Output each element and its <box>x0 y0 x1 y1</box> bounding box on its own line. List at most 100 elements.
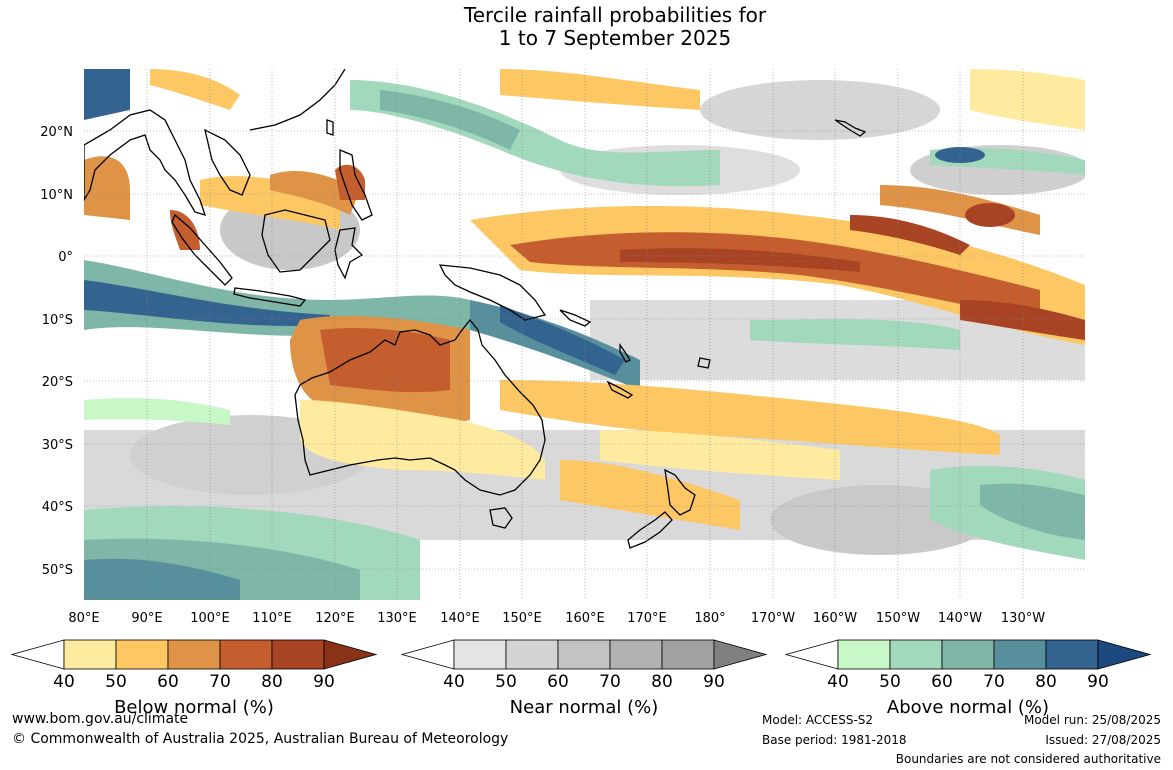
lat-label-30s: 30°S <box>42 438 73 453</box>
colorbar-below-normal-segment <box>271 639 325 670</box>
footer-url: www.bom.gov.au/climate <box>12 711 189 727</box>
lon-label-150e: 150°E <box>502 611 542 626</box>
lon-label-120e: 120°E <box>315 611 355 626</box>
colorbar-near-normal-segment <box>505 639 559 670</box>
map-panel <box>84 69 1085 600</box>
colorbar-above-normal-low-extension <box>784 639 839 670</box>
colorbar-near-normal-segment <box>453 639 507 670</box>
colorbar-near-normal-high-extension <box>713 639 768 670</box>
lon-label-130e: 130°E <box>377 611 417 626</box>
lon-label-140e: 140°E <box>440 611 480 626</box>
lat-label-0: 0° <box>58 250 73 265</box>
lon-label-110e: 110°E <box>252 611 292 626</box>
footer-disclaimer: Boundaries are not considered authoritat… <box>895 752 1161 766</box>
colorbar-below-normal-tick-label: 40 <box>53 672 75 692</box>
colorbar-below-normal-tick-label: 50 <box>105 672 127 692</box>
colorbar-below-normal-high-extension <box>323 639 378 670</box>
colorbar-above-normal-high-extension <box>1097 639 1152 670</box>
philippines-coastline <box>339 149 373 221</box>
new-zealand-coastline <box>627 468 696 549</box>
lon-label-140w: 140°W <box>938 611 982 626</box>
southeast-asia-coastline <box>84 109 207 216</box>
below-normal-regions <box>84 69 1085 530</box>
australia-coastline <box>294 318 546 496</box>
colorbar-below-normal-segment <box>63 639 117 670</box>
colorbar-near-normal-tick-label: 80 <box>651 672 673 692</box>
colorbar-legends: Below normal (%) 40 50 60 70 80 90 Near norma… <box>10 639 1152 718</box>
footer-model: Model: ACCESS-S2 <box>762 713 874 727</box>
colorbar-near-normal-segment <box>609 639 663 670</box>
colorbar-near-normal: Near normal (%) 40 50 60 70 80 90 <box>400 639 768 718</box>
latitude-labels: 20°N 10°N 0° 10°S 20°S 30°S 40°S 50°S <box>40 125 73 578</box>
title-line-1: Tercile rainfall probabilities for <box>463 3 767 27</box>
footer-issued: Issued: 27/08/2025 <box>1045 733 1161 747</box>
taiwan-coastline <box>326 119 334 136</box>
footer-model-run: Model run: 25/08/2025 <box>1023 713 1161 727</box>
chart-title: Tercile rainfall probabilities for 1 to … <box>0 4 1173 50</box>
colorbar-above-normal-segment <box>1045 639 1099 670</box>
colorbar-near-normal-segment <box>661 639 715 670</box>
colorbar-near-normal-low-extension <box>400 639 455 670</box>
lon-label-170e: 170°E <box>627 611 667 626</box>
longitude-labels: 80°E 90°E 100°E 110°E 120°E 130°E 140°E … <box>68 611 1045 626</box>
colorbar-near-normal-title: Near normal (%) <box>510 697 659 718</box>
colorbar-below-normal-segment <box>219 639 273 670</box>
colorbar-above-normal-tick-label: 70 <box>983 672 1005 692</box>
colorbar-above-normal-title: Above normal (%) <box>887 697 1049 718</box>
lon-label-170w: 170°W <box>751 611 795 626</box>
new-caledonia-coastline <box>606 380 634 399</box>
colorbar-below-normal-tick-label: 80 <box>261 672 283 692</box>
colorbar-below-normal-tick-label: 60 <box>157 672 179 692</box>
lat-label-10s: 10°S <box>42 313 73 328</box>
sumatra-coastline <box>171 213 233 286</box>
colorbar-below-normal-segment <box>115 639 169 670</box>
colorbar-near-normal-tick-label: 90 <box>703 672 725 692</box>
lon-label-80e: 80°E <box>68 611 99 626</box>
lon-label-100e: 100°E <box>190 611 230 626</box>
colorbar-above-normal-segment <box>993 639 1047 670</box>
sulawesi-coastline <box>334 227 364 280</box>
lon-label-160w: 160°W <box>813 611 857 626</box>
colorbar-near-normal-segment <box>557 639 611 670</box>
colorbar-below-normal-tick-label: 90 <box>313 672 335 692</box>
colorbar-near-normal-tick-label: 60 <box>547 672 569 692</box>
lat-label-20n: 20°N <box>40 125 73 140</box>
colorbar-below-normal-tick-label: 70 <box>209 672 231 692</box>
colorbar-above-normal-segment <box>941 639 995 670</box>
colorbar-below-normal: Below normal (%) 40 50 60 70 80 90 <box>10 639 378 718</box>
footer-copyright: © Commonwealth of Australia 2025, Austra… <box>12 731 509 747</box>
vanuatu-coastline <box>619 342 631 363</box>
indochina-coastline <box>204 128 251 196</box>
java-coastline <box>233 287 307 307</box>
borneo-coastline <box>261 209 331 273</box>
colorbar-above-normal-tick-label: 90 <box>1087 672 1109 692</box>
colorbar-near-normal-tick-label: 50 <box>495 672 517 692</box>
lon-label-130w: 130°W <box>1001 611 1045 626</box>
coastlines <box>84 69 867 549</box>
map-gridlines <box>84 69 1085 600</box>
colorbar-above-normal-tick-label: 60 <box>931 672 953 692</box>
colorbar-below-normal-low-extension <box>10 639 65 670</box>
fiji-coastline <box>697 357 711 369</box>
colorbar-above-normal-tick-label: 80 <box>1035 672 1057 692</box>
footer-base-period: Base period: 1981-2018 <box>762 733 907 747</box>
colorbar-near-normal-tick-label: 70 <box>599 672 621 692</box>
china-coastline <box>249 69 346 131</box>
colorbar-near-normal-tick-label: 40 <box>443 672 465 692</box>
new-guinea-coastline <box>438 264 547 321</box>
colorbar-above-normal-segment <box>889 639 943 670</box>
solomon-islands-coastline <box>559 309 592 327</box>
hawaii-coastline <box>834 119 867 137</box>
colorbar-above-normal-tick-label: 50 <box>879 672 901 692</box>
colorbar-above-normal-segment <box>837 639 891 670</box>
lon-label-90e: 90°E <box>131 611 162 626</box>
colorbar-above-normal: Above normal (%) 40 50 60 70 80 90 <box>784 639 1152 718</box>
lat-label-40s: 40°S <box>42 500 73 515</box>
lon-label-180: 180° <box>694 611 725 626</box>
title-line-2: 1 to 7 September 2025 <box>498 26 732 50</box>
tasmania-coastline <box>489 507 513 529</box>
colorbar-below-normal-segment <box>167 639 221 670</box>
lon-label-160e: 160°E <box>565 611 605 626</box>
lon-label-150w: 150°W <box>876 611 920 626</box>
colorbar-above-normal-tick-label: 40 <box>827 672 849 692</box>
